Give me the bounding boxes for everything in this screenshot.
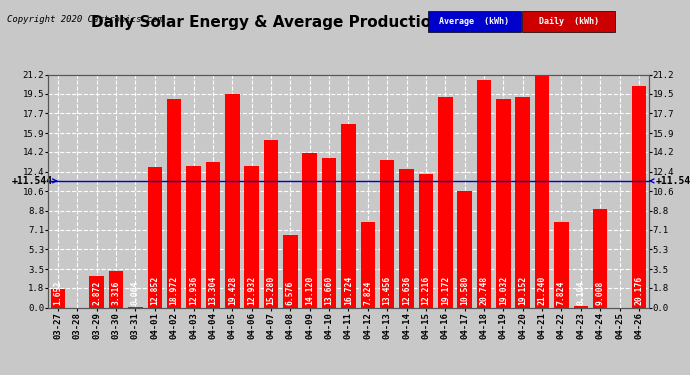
Bar [457, 192, 472, 308]
Bar [264, 140, 278, 308]
Text: 12.216: 12.216 [422, 276, 431, 305]
Text: 19.428: 19.428 [228, 276, 237, 305]
Text: 19.152: 19.152 [518, 276, 527, 305]
Text: 0.104: 0.104 [576, 281, 585, 305]
Bar [109, 271, 124, 308]
Text: 12.636: 12.636 [402, 276, 411, 305]
Text: +11.544: +11.544 [11, 176, 57, 186]
Bar [148, 166, 162, 308]
Text: 7.824: 7.824 [557, 281, 566, 305]
Bar [283, 236, 297, 308]
Text: 19.172: 19.172 [441, 276, 450, 305]
Text: 16.724: 16.724 [344, 276, 353, 305]
Text: Daily Solar Energy & Average Production Mon Apr 27 19:46: Daily Solar Energy & Average Production … [90, 15, 600, 30]
Text: 12.932: 12.932 [247, 276, 256, 305]
Text: 2.872: 2.872 [92, 281, 101, 305]
Text: 7.824: 7.824 [364, 281, 373, 305]
Bar [631, 86, 646, 308]
Text: Daily  (kWh): Daily (kWh) [539, 17, 599, 26]
Bar [51, 290, 66, 308]
Bar [341, 124, 356, 308]
Text: 12.852: 12.852 [150, 276, 159, 305]
Bar [186, 166, 201, 308]
Bar [535, 75, 549, 308]
Bar [128, 307, 143, 308]
Bar [554, 222, 569, 308]
Bar [90, 276, 104, 308]
Bar [206, 162, 220, 308]
Text: 20.748: 20.748 [480, 276, 489, 305]
Text: 13.304: 13.304 [208, 276, 217, 305]
Text: 21.240: 21.240 [538, 276, 546, 305]
Bar [515, 98, 530, 308]
Bar [593, 209, 607, 308]
Bar [496, 99, 511, 308]
Text: Copyright 2020 Cartronics.com: Copyright 2020 Cartronics.com [7, 15, 163, 24]
Bar [573, 306, 588, 308]
Text: 9.008: 9.008 [595, 281, 604, 305]
Text: 14.120: 14.120 [305, 276, 314, 305]
Bar [361, 222, 375, 308]
Text: 12.936: 12.936 [189, 276, 198, 305]
Bar [477, 80, 491, 308]
Bar [380, 160, 395, 308]
Text: 20.176: 20.176 [634, 276, 643, 305]
Text: +11.544: +11.544 [650, 176, 690, 186]
Text: 0.064: 0.064 [131, 281, 140, 305]
Bar [167, 99, 181, 308]
Bar [225, 94, 239, 308]
Text: 13.456: 13.456 [383, 276, 392, 305]
Bar [322, 158, 336, 308]
Bar [400, 169, 414, 308]
Text: Average  (kWh): Average (kWh) [440, 17, 509, 26]
Text: 13.660: 13.660 [324, 276, 333, 305]
Text: 18.972: 18.972 [170, 276, 179, 305]
Text: 15.280: 15.280 [266, 276, 275, 305]
Text: 3.316: 3.316 [112, 281, 121, 305]
Bar [302, 153, 317, 308]
Text: 6.576: 6.576 [286, 281, 295, 305]
Bar [244, 166, 259, 308]
Text: 1.652: 1.652 [54, 281, 63, 305]
Bar [438, 97, 453, 308]
Text: 19.032: 19.032 [499, 276, 508, 305]
Text: 10.580: 10.580 [460, 276, 469, 305]
Bar [419, 174, 433, 308]
